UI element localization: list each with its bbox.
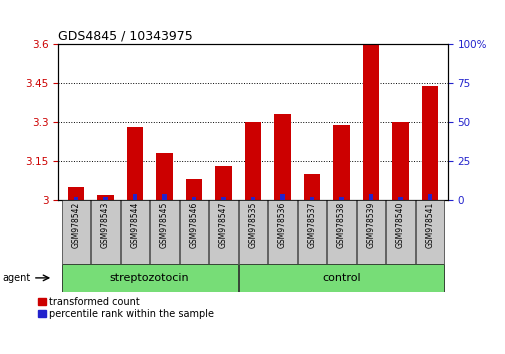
Bar [103, 197, 108, 200]
Bar [280, 194, 284, 200]
Bar [244, 122, 261, 200]
Bar [185, 179, 201, 200]
Bar [97, 195, 113, 200]
Text: GSM978546: GSM978546 [189, 202, 198, 248]
Bar [191, 197, 196, 200]
Text: GSM978543: GSM978543 [100, 202, 110, 248]
Bar [209, 200, 237, 264]
Text: GSM978536: GSM978536 [277, 202, 286, 248]
Text: streptozotocin: streptozotocin [110, 273, 189, 283]
Text: agent: agent [3, 273, 31, 283]
Bar [250, 197, 255, 200]
Text: GSM978537: GSM978537 [307, 202, 316, 248]
Bar [121, 200, 149, 264]
Bar [215, 166, 231, 200]
Legend: transformed count, percentile rank within the sample: transformed count, percentile rank withi… [38, 297, 214, 319]
Text: GSM978535: GSM978535 [248, 202, 257, 248]
Text: GSM978538: GSM978538 [336, 202, 345, 248]
Bar [339, 197, 343, 200]
Bar [238, 200, 267, 264]
Bar [368, 194, 373, 200]
Bar [309, 197, 314, 200]
Bar [397, 197, 402, 200]
Bar [74, 197, 78, 200]
Bar [392, 122, 408, 200]
Bar [386, 200, 414, 264]
Bar [268, 200, 296, 264]
Bar [238, 264, 443, 292]
Bar [421, 86, 437, 200]
Bar [127, 127, 143, 200]
Bar [62, 200, 90, 264]
Text: GSM978547: GSM978547 [219, 202, 228, 248]
Text: GSM978540: GSM978540 [395, 202, 405, 248]
Bar [356, 200, 384, 264]
Text: GSM978545: GSM978545 [160, 202, 169, 248]
Bar [179, 200, 208, 264]
Bar [333, 125, 349, 200]
Bar [297, 200, 326, 264]
Text: GSM978541: GSM978541 [425, 202, 434, 248]
Text: control: control [322, 273, 360, 283]
Text: GSM978542: GSM978542 [71, 202, 80, 248]
Bar [427, 194, 431, 200]
Bar [162, 194, 166, 200]
Bar [415, 200, 443, 264]
Bar [362, 44, 378, 200]
Bar [304, 174, 320, 200]
Text: GSM978539: GSM978539 [366, 202, 375, 248]
Text: GSM978544: GSM978544 [130, 202, 139, 248]
Bar [68, 187, 84, 200]
Text: GDS4845 / 10343975: GDS4845 / 10343975 [58, 29, 192, 42]
Bar [150, 200, 178, 264]
Bar [62, 264, 237, 292]
Bar [132, 194, 137, 200]
Bar [221, 197, 225, 200]
Bar [156, 153, 172, 200]
Bar [91, 200, 119, 264]
Bar [327, 200, 355, 264]
Bar [274, 114, 290, 200]
